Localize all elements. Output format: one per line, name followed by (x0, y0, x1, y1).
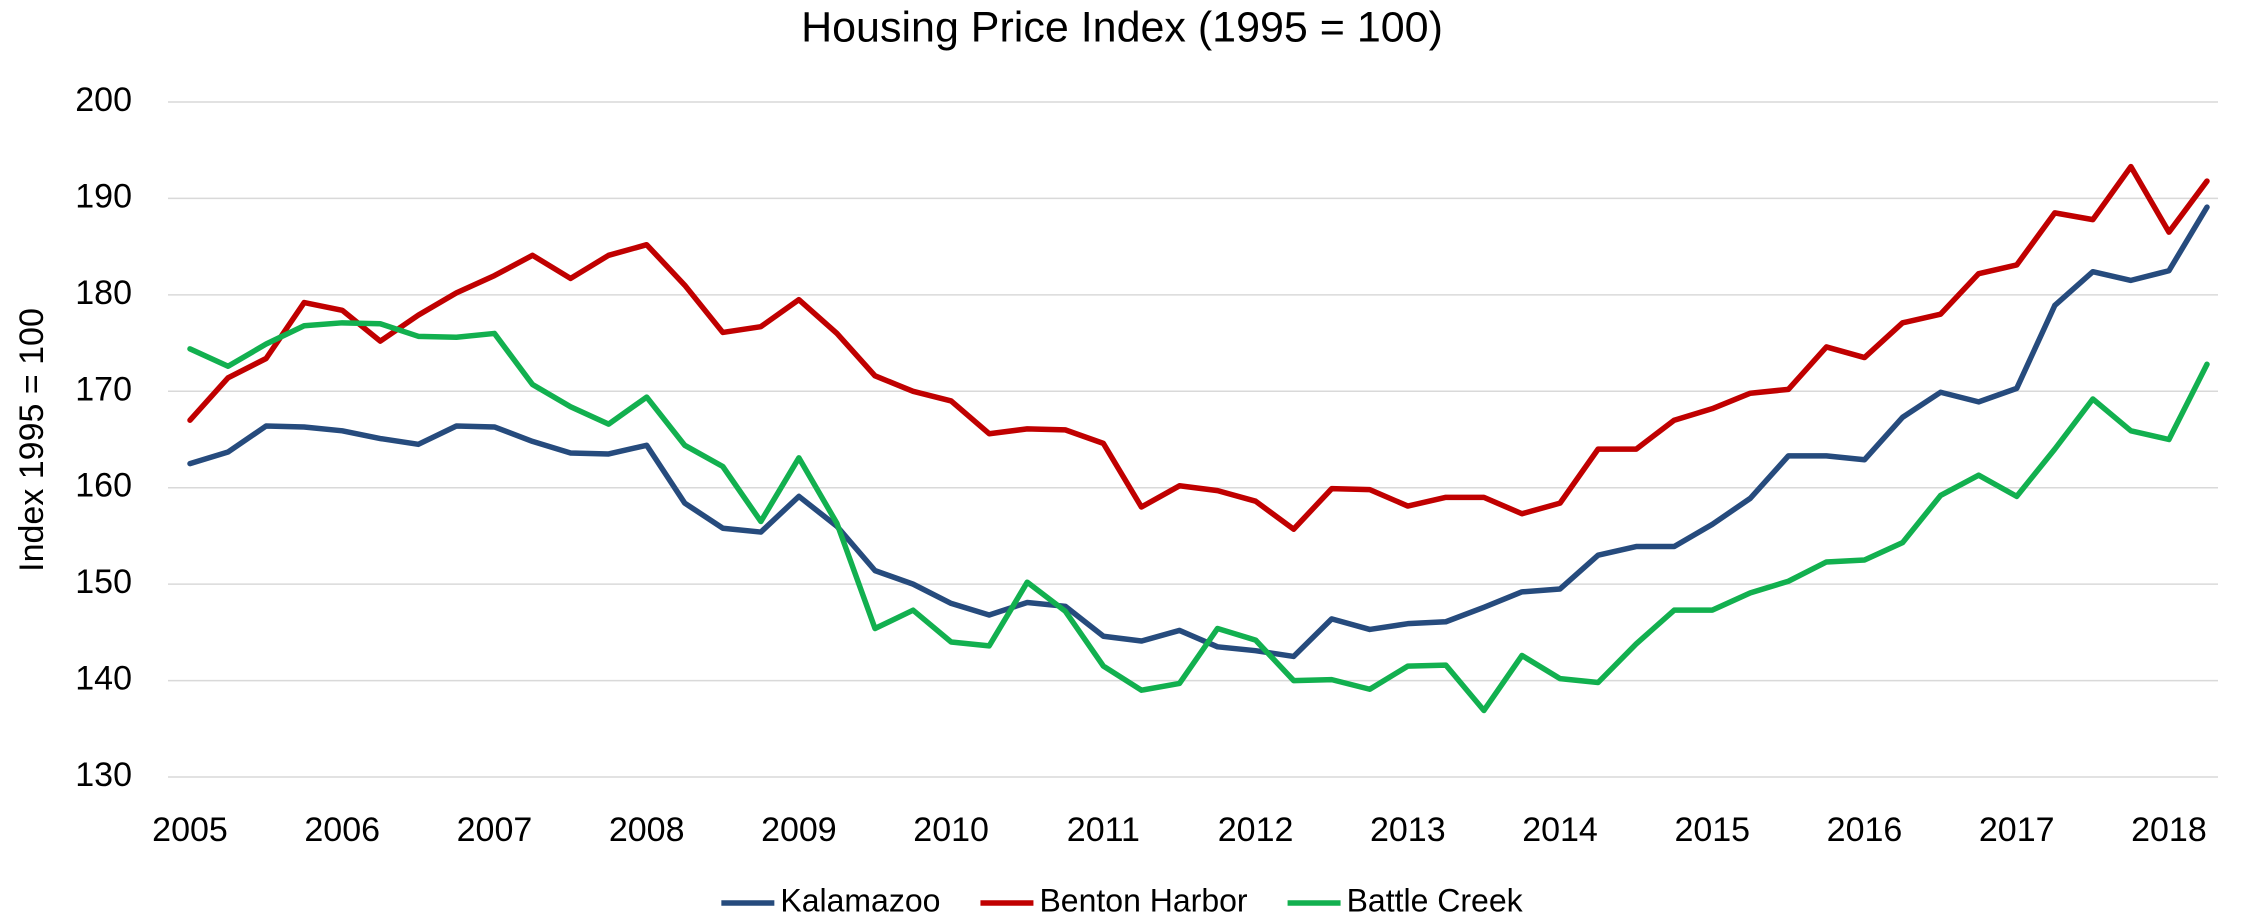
y-tick-label: 190 (75, 177, 132, 215)
x-tick-label: 2009 (761, 811, 837, 849)
y-tick-label: 130 (75, 756, 132, 794)
x-tick-label: 2010 (913, 811, 989, 849)
legend-label: Battle Creek (1347, 882, 1524, 918)
legend-label: Kalamazoo (780, 882, 940, 918)
y-tick-label: 170 (75, 370, 132, 408)
legend: Kalamazoo Benton Harbor Battle Creek (721, 882, 1524, 918)
x-tick-label: 2017 (1979, 811, 2055, 849)
x-tick-label: 2005 (152, 811, 228, 849)
x-tick-label: 2016 (1827, 811, 1903, 849)
x-tick-label: 2015 (1674, 811, 1750, 849)
x-tick-label: 2013 (1370, 811, 1446, 849)
y-tick-label: 150 (75, 563, 132, 601)
x-tick-label: 2014 (1522, 811, 1598, 849)
y-tick-label: 200 (75, 81, 132, 119)
x-tick-label: 2006 (304, 811, 380, 849)
data-line (187, 163, 2210, 532)
x-tick-label: 2018 (2131, 811, 2207, 849)
data-line (187, 320, 2210, 714)
data-line (187, 204, 2210, 660)
x-tick-label: 2008 (609, 811, 685, 849)
y-tick-label: 180 (75, 274, 132, 312)
x-tick-label: 2011 (1067, 811, 1140, 849)
y-tick-label: 140 (75, 660, 132, 698)
legend-label: Benton Harbor (1039, 882, 1247, 918)
y-tick-label: 160 (75, 467, 132, 505)
chart-title: Housing Price Index (1995 = 100) (801, 3, 1443, 51)
y-axis-label: Index 1995 = 100 (13, 308, 51, 572)
x-tick-label: 2012 (1218, 811, 1294, 849)
x-tick-label: 2007 (457, 811, 533, 849)
